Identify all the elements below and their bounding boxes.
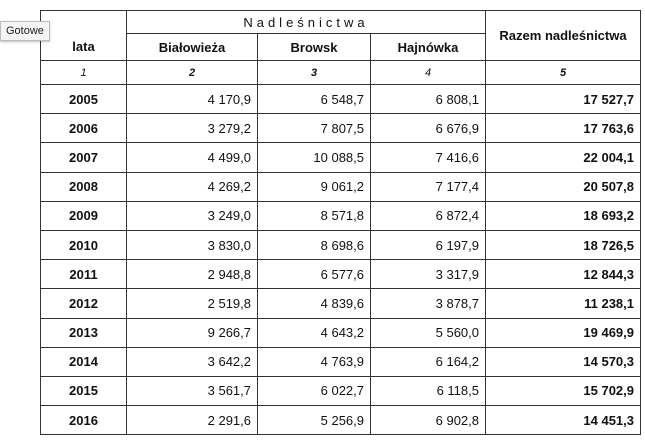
year-cell: 2005 — [40, 83, 127, 115]
value-cell: 4 643,2 — [257, 317, 371, 348]
value-cell: 3 249,0 — [126, 200, 258, 231]
value-cell: 9 061,2 — [257, 171, 371, 202]
value-cell: 6 118,5 — [370, 375, 486, 407]
value-cell: 2 948,8 — [126, 259, 258, 290]
header-row: lata Nadleśnictwa Razem nadleśnictwa — [40, 10, 641, 61]
data-row: 2016 2 291,6 5 256,9 6 902,8 14 451,3 — [40, 405, 641, 436]
year-cell: 2013 — [40, 317, 127, 348]
value-cell: 8 698,6 — [257, 229, 371, 261]
value-cell: 10 088,5 — [257, 142, 371, 173]
value-cell: 3 317,9 — [370, 259, 486, 290]
header-row: Białowieża Browsk Hajnówka — [41, 33, 641, 61]
year-cell: 2016 — [40, 405, 127, 436]
data-table: lata Nadleśnictwa Razem nadleśnictwa Bia… — [40, 10, 641, 436]
column-header: Białowieża — [126, 33, 258, 61]
value-cell: 3 642,2 — [126, 346, 258, 377]
value-cell: 4 763,9 — [257, 346, 371, 377]
value-cell: 6 164,2 — [370, 346, 486, 377]
value-cell: 6 808,1 — [370, 83, 486, 115]
value-cell: 5 560,0 — [370, 317, 486, 348]
data-row: 2007 4 499,0 10 088,5 7 416,6 22 004,1 — [40, 142, 641, 173]
value-cell: 19 469,9 — [485, 317, 641, 348]
value-cell: 3 830,0 — [126, 229, 258, 261]
column-header: Browsk — [257, 33, 371, 61]
value-cell: 14 570,3 — [485, 346, 641, 377]
value-cell: 6 548,7 — [257, 83, 371, 115]
year-cell: 2015 — [40, 375, 127, 407]
index-cell: 4 — [370, 60, 486, 85]
value-cell: 3 878,7 — [370, 288, 486, 319]
value-cell: 11 238,1 — [485, 288, 641, 319]
data-row: 2009 3 249,0 8 571,8 6 872,4 18 693,2 — [40, 200, 641, 231]
table-body: lata Nadleśnictwa Razem nadleśnictwa Bia… — [40, 10, 641, 436]
value-cell: 2 291,6 — [126, 405, 258, 436]
data-row: 2006 3 279,2 7 807,5 6 676,9 17 763,6 — [40, 113, 641, 144]
year-cell: 2011 — [40, 259, 127, 290]
data-row: 2011 2 948,8 6 577,6 3 317,9 12 844,3 — [40, 259, 641, 290]
year-cell: 2008 — [40, 171, 127, 202]
year-cell: 2009 — [40, 200, 127, 231]
value-cell: 18 726,5 — [485, 229, 641, 261]
year-cell: 2012 — [40, 288, 127, 319]
column-header: Hajnówka — [370, 33, 486, 61]
value-cell: 4 170,9 — [126, 83, 258, 115]
value-cell: 20 507,8 — [485, 171, 641, 202]
value-cell: 18 693,2 — [485, 200, 641, 231]
value-cell: 5 256,9 — [257, 405, 371, 436]
value-cell: 17 763,6 — [485, 113, 641, 144]
value-cell: 8 571,8 — [257, 200, 371, 231]
tooltip: Gotowe — [0, 21, 50, 41]
value-cell: 6 872,4 — [370, 200, 486, 231]
value-cell: 9 266,7 — [126, 317, 258, 348]
data-row: 2015 3 561,7 6 022,7 6 118,5 15 702,9 — [40, 375, 641, 407]
year-header: lata — [40, 10, 127, 61]
data-row: 2013 9 266,7 4 643,2 5 560,0 19 469,9 — [40, 317, 641, 348]
value-cell: 12 844,3 — [485, 259, 641, 290]
data-row: 2010 3 830,0 8 698,6 6 197,9 18 726,5 — [40, 229, 641, 261]
value-cell: 22 004,1 — [485, 142, 641, 173]
value-cell: 17 527,7 — [485, 83, 641, 115]
year-cell: 2006 — [40, 113, 127, 144]
data-row: 2008 4 269,2 9 061,2 7 177,4 20 507,8 — [40, 171, 641, 202]
value-cell: 3 561,7 — [126, 375, 258, 407]
index-cell: 1 — [40, 60, 127, 85]
value-cell: 14 451,3 — [485, 405, 641, 436]
value-cell: 6 577,6 — [257, 259, 371, 290]
value-cell: 6 022,7 — [257, 375, 371, 407]
value-cell: 3 279,2 — [126, 113, 258, 144]
data-row: 2012 2 519,8 4 839,6 3 878,7 11 238,1 — [40, 288, 641, 319]
index-cell: 3 — [257, 60, 371, 85]
total-header: Razem nadleśnictwa — [485, 10, 641, 61]
value-cell: 2 519,8 — [126, 288, 258, 319]
year-cell: 2007 — [40, 142, 127, 173]
data-row: 2014 3 642,2 4 763,9 6 164,2 14 570,3 — [40, 346, 641, 377]
value-cell: 4 269,2 — [126, 171, 258, 202]
value-cell: 7 177,4 — [370, 171, 486, 202]
value-cell: 15 702,9 — [485, 375, 641, 407]
year-cell: 2010 — [40, 229, 127, 261]
group-header: Nadleśnictwa — [126, 10, 486, 34]
data-row: 2005 4 170,9 6 548,7 6 808,1 17 527,7 — [40, 83, 641, 115]
value-cell: 6 902,8 — [370, 405, 486, 436]
index-cell: 5 — [485, 60, 641, 85]
value-cell: 7 416,6 — [370, 142, 486, 173]
value-cell: 6 676,9 — [370, 113, 486, 144]
year-cell: 2014 — [40, 346, 127, 377]
value-cell: 4 839,6 — [257, 288, 371, 319]
index-cell: 2 — [126, 60, 258, 85]
value-cell: 6 197,9 — [370, 229, 486, 261]
value-cell: 7 807,5 — [257, 113, 371, 144]
value-cell: 4 499,0 — [126, 142, 258, 173]
